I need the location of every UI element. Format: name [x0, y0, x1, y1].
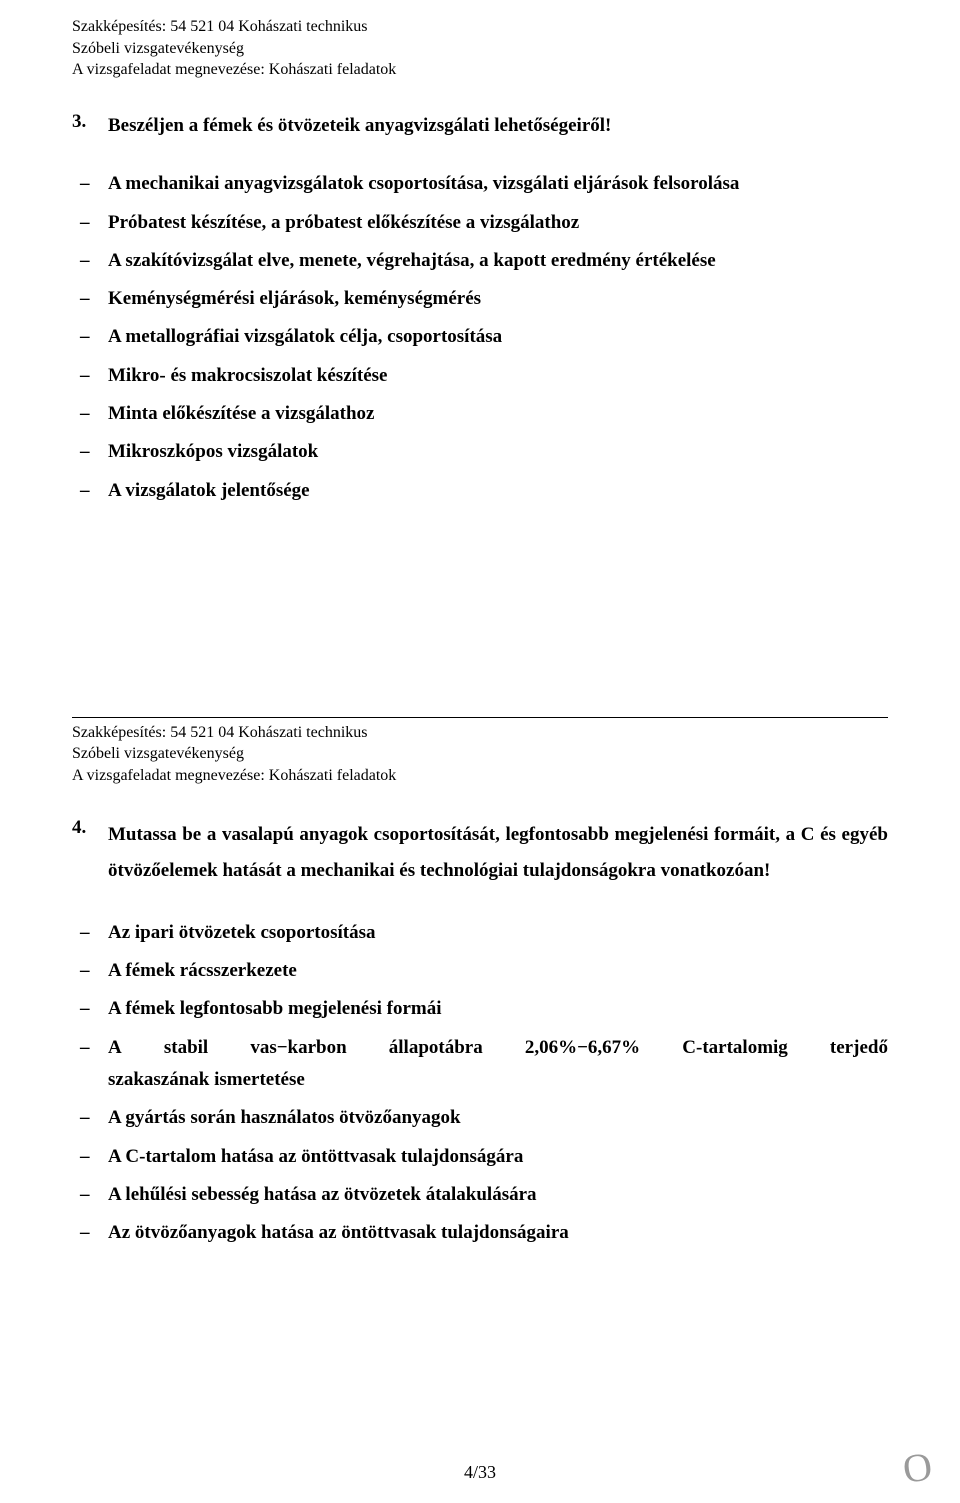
list-item: –Az ipari ötvözetek csoportosítása [72, 917, 888, 949]
word: A [108, 1032, 122, 1064]
page-number: 4/33 [0, 1462, 960, 1483]
dash-icon: – [72, 1102, 108, 1134]
justified-line: A stabil vas−karbon állapotábra 2,06%−6,… [108, 1032, 888, 1064]
page-header-repeat: Szakképesítés: 54 521 04 Kohászati techn… [72, 722, 888, 787]
list-item: –Minta előkészítése a vizsgálathoz [72, 398, 888, 430]
section-divider [72, 717, 888, 718]
list-item: –Mikroszkópos vizsgálatok [72, 436, 888, 468]
bullet-text: Az ötvözőanyagok hatása az öntöttvasak t… [108, 1217, 888, 1249]
dash-icon: – [72, 993, 108, 1025]
dash-icon: – [72, 955, 108, 987]
section-4-heading: 4. Mutassa be a vasalapú anyagok csoport… [72, 817, 888, 889]
bullet-text: A mechanikai anyagvizsgálatok csoportosí… [108, 168, 888, 200]
dash-icon: – [72, 436, 108, 468]
bullet-text: A C-tartalom hatása az öntöttvasak tulaj… [108, 1141, 888, 1173]
bullet-text: Minta előkészítése a vizsgálathoz [108, 398, 888, 430]
dash-icon: – [72, 1032, 108, 1097]
word: vas−karbon [250, 1032, 346, 1064]
scribble-icon: O [900, 1442, 935, 1493]
dash-icon: – [72, 1141, 108, 1173]
list-item: –A szakítóvizsgálat elve, menete, végreh… [72, 245, 888, 277]
dash-icon: – [72, 321, 108, 353]
bullet-text: A vizsgálatok jelentősége [108, 475, 888, 507]
header-line-2: Szóbeli vizsgatevékenység [72, 743, 888, 765]
section-3-number: 3. [72, 111, 108, 140]
bullet-text: Próbatest készítése, a próbatest előkész… [108, 207, 888, 239]
section-4-title: Mutassa be a vasalapú anyagok csoportosí… [108, 817, 888, 889]
dash-icon: – [72, 1217, 108, 1249]
continuation-line: szakaszának ismertetése [108, 1064, 888, 1096]
list-item: –Az ötvözőanyagok hatása az öntöttvasak … [72, 1217, 888, 1249]
bullet-text: Mikroszkópos vizsgálatok [108, 436, 888, 468]
section-3-title: Beszéljen a fémek és ötvözeteik anyagviz… [108, 111, 888, 140]
bullet-text: Mikro- és makrocsiszolat készítése [108, 360, 888, 392]
dash-icon: – [72, 475, 108, 507]
list-item: –A mechanikai anyagvizsgálatok csoportos… [72, 168, 888, 200]
list-item: –Mikro- és makrocsiszolat készítése [72, 360, 888, 392]
dash-icon: – [72, 245, 108, 277]
list-item: –A C-tartalom hatása az öntöttvasak tula… [72, 1141, 888, 1173]
bullet-text: Az ipari ötvözetek csoportosítása [108, 917, 888, 949]
word: 2,06%−6,67% [525, 1032, 640, 1064]
section-3-bullets: –A mechanikai anyagvizsgálatok csoportos… [72, 168, 888, 507]
header-line-1: Szakképesítés: 54 521 04 Kohászati techn… [72, 722, 888, 744]
list-item: – A stabil vas−karbon állapotábra 2,06%−… [72, 1032, 888, 1097]
page-header: Szakképesítés: 54 521 04 Kohászati techn… [72, 16, 888, 81]
word: stabil [164, 1032, 208, 1064]
bullet-text: Keménységmérési eljárások, keménységméré… [108, 283, 888, 315]
document-page: Szakképesítés: 54 521 04 Kohászati techn… [0, 0, 960, 1503]
list-item: –A vizsgálatok jelentősége [72, 475, 888, 507]
dash-icon: – [72, 917, 108, 949]
list-item: –A metallográfiai vizsgálatok célja, cso… [72, 321, 888, 353]
list-item: –A lehűlési sebesség hatása az ötvözetek… [72, 1179, 888, 1211]
header-line-3: A vizsgafeladat megnevezése: Kohászati f… [72, 765, 888, 787]
word: C-tartalomig [682, 1032, 788, 1064]
dash-icon: – [72, 398, 108, 430]
section-3-heading: 3. Beszéljen a fémek és ötvözeteik anyag… [72, 111, 888, 140]
bullet-text: A metallográfiai vizsgálatok célja, csop… [108, 321, 888, 353]
list-item: –A gyártás során használatos ötvözőanyag… [72, 1102, 888, 1134]
bullet-text: A szakítóvizsgálat elve, menete, végreha… [108, 245, 888, 277]
bullet-text: A lehűlési sebesség hatása az ötvözetek … [108, 1179, 888, 1211]
header-line-1: Szakképesítés: 54 521 04 Kohászati techn… [72, 16, 888, 38]
header-line-3: A vizsgafeladat megnevezése: Kohászati f… [72, 59, 888, 81]
bullet-text: A stabil vas−karbon állapotábra 2,06%−6,… [108, 1032, 888, 1097]
list-item: –A fémek legfontosabb megjelenési formái [72, 993, 888, 1025]
bullet-text: A gyártás során használatos ötvözőanyago… [108, 1102, 888, 1134]
list-item: –Keménységmérési eljárások, keménységmér… [72, 283, 888, 315]
bullet-text: A fémek rácsszerkezete [108, 955, 888, 987]
word: állapotábra [389, 1032, 483, 1064]
list-item: –Próbatest készítése, a próbatest előkés… [72, 207, 888, 239]
dash-icon: – [72, 207, 108, 239]
dash-icon: – [72, 168, 108, 200]
section-4-bullets: –Az ipari ötvözetek csoportosítása –A fé… [72, 917, 888, 1250]
bullet-text: A fémek legfontosabb megjelenési formái [108, 993, 888, 1025]
header-line-2: Szóbeli vizsgatevékenység [72, 38, 888, 60]
dash-icon: – [72, 360, 108, 392]
dash-icon: – [72, 283, 108, 315]
dash-icon: – [72, 1179, 108, 1211]
word: terjedő [830, 1032, 888, 1064]
section-4-number: 4. [72, 817, 108, 889]
list-item: –A fémek rácsszerkezete [72, 955, 888, 987]
